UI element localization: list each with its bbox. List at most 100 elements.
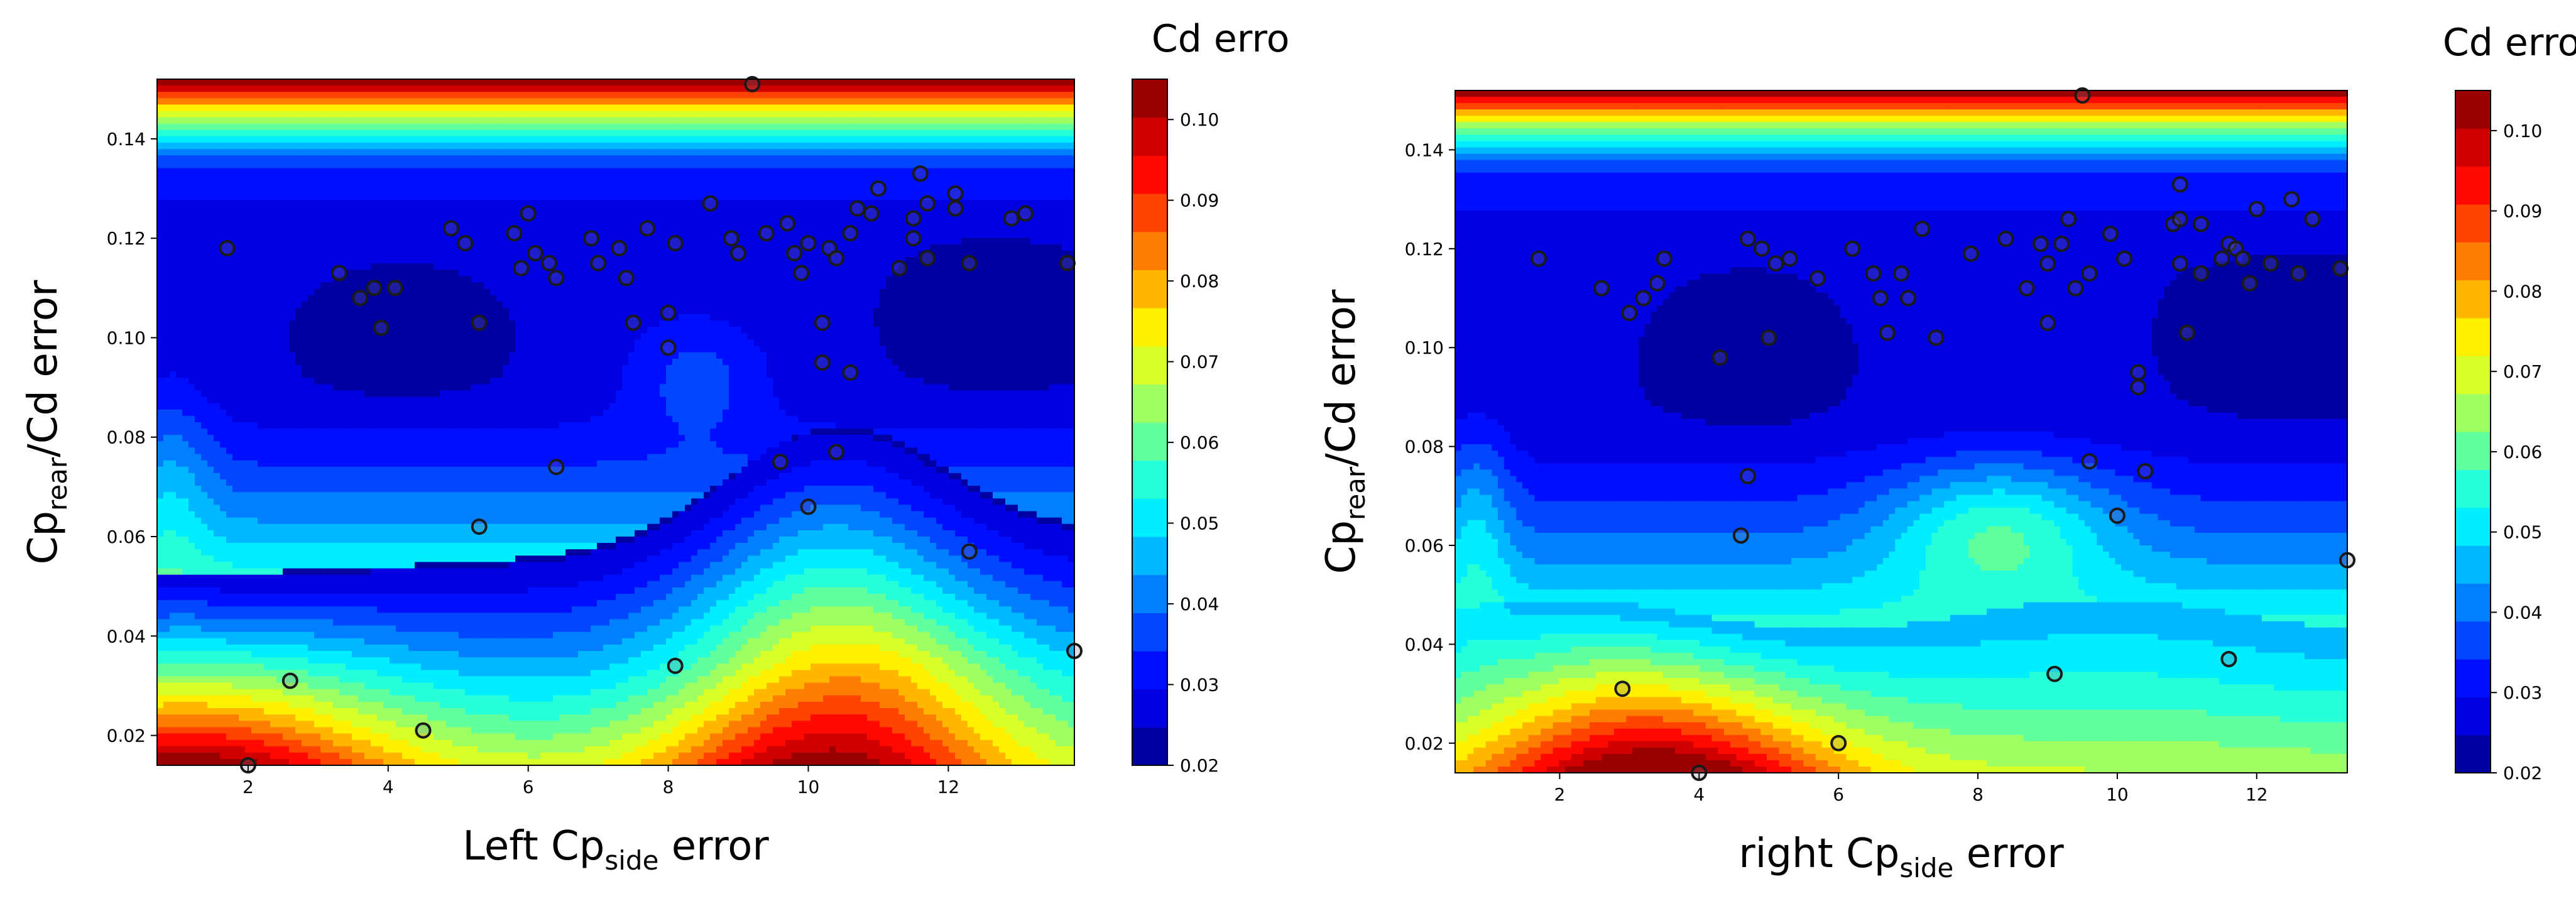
left-contour-cell bbox=[163, 143, 170, 150]
left-contour-cell bbox=[176, 143, 183, 150]
left-contour-cell bbox=[232, 251, 239, 258]
left-contour-cell bbox=[961, 219, 968, 226]
left-contour-cell bbox=[352, 168, 359, 175]
left-contour-cell bbox=[754, 270, 761, 277]
left-contour-cell bbox=[660, 187, 667, 194]
left-contour-cell bbox=[911, 206, 918, 214]
left-contour-cell bbox=[390, 155, 396, 163]
left-contour-cell bbox=[729, 98, 736, 106]
left-contour-cell bbox=[823, 85, 830, 92]
left-contour-cell bbox=[823, 92, 830, 99]
left-contour-cell bbox=[1043, 79, 1050, 86]
left-contour-cell bbox=[565, 194, 572, 200]
left-contour-cell bbox=[207, 263, 214, 271]
left-contour-cell bbox=[283, 282, 290, 290]
left-contour-cell bbox=[364, 143, 371, 150]
left-contour-cell bbox=[1056, 231, 1062, 239]
left-contour-cell bbox=[942, 263, 949, 271]
left-contour-cell bbox=[170, 263, 177, 271]
left-contour-cell bbox=[434, 219, 440, 226]
left-contour-cell bbox=[854, 206, 861, 214]
left-contour-cell bbox=[459, 79, 466, 86]
left-contour-cell bbox=[735, 270, 742, 277]
left-contour-cell bbox=[854, 187, 861, 194]
left-contour-cell bbox=[704, 263, 711, 271]
left-contour-cell bbox=[735, 85, 742, 92]
left-contour-cell bbox=[170, 136, 177, 143]
left-contour-cell bbox=[346, 149, 352, 156]
left-contour-cell bbox=[848, 129, 855, 137]
left-contour-cell bbox=[785, 238, 792, 245]
left-contour-cell bbox=[1018, 79, 1025, 86]
left-contour-cell bbox=[214, 79, 221, 86]
left-contour-cell bbox=[723, 219, 729, 226]
left-contour-cell bbox=[270, 263, 277, 271]
left-contour-cell bbox=[804, 92, 811, 99]
left-contour-cell bbox=[779, 263, 786, 271]
left-contour-cell bbox=[383, 200, 390, 207]
left-contour-cell bbox=[270, 79, 277, 86]
left-contour-cell bbox=[672, 92, 679, 99]
left-contour-cell bbox=[459, 92, 466, 99]
left-contour-cell bbox=[1068, 276, 1074, 283]
left-contour-cell bbox=[748, 231, 755, 239]
left-contour-cell bbox=[660, 161, 667, 169]
left-contour-cell bbox=[723, 206, 729, 214]
left-contour-cell bbox=[333, 111, 340, 118]
left-contour-cell bbox=[804, 282, 811, 290]
left-contour-cell bbox=[1049, 238, 1056, 245]
left-contour-cell bbox=[961, 161, 968, 169]
left-contour-cell bbox=[704, 174, 711, 182]
left-contour-cell bbox=[276, 92, 283, 99]
left-contour-cell bbox=[873, 123, 880, 131]
left-contour-cell bbox=[565, 251, 572, 258]
left-contour-cell bbox=[559, 244, 566, 251]
left-contour-cell bbox=[804, 288, 811, 296]
left-contour-cell bbox=[333, 143, 340, 150]
left-contour-cell bbox=[251, 231, 258, 239]
left-contour-cell bbox=[679, 257, 685, 264]
left-contour-cell bbox=[220, 123, 227, 131]
left-contour-cell bbox=[289, 129, 296, 137]
left-contour-cell bbox=[490, 129, 497, 137]
left-contour-cell bbox=[779, 200, 786, 207]
left-contour-cell bbox=[226, 194, 233, 200]
left-contour-cell bbox=[735, 206, 742, 214]
left-contour-cell bbox=[207, 98, 214, 106]
left-contour-cell bbox=[980, 231, 987, 239]
left-contour-cell bbox=[955, 85, 962, 92]
left-contour-cell bbox=[917, 168, 924, 175]
left-contour-cell bbox=[886, 276, 893, 283]
left-contour-cell bbox=[559, 149, 566, 156]
left-contour-cell bbox=[289, 92, 296, 99]
left-contour-cell bbox=[201, 168, 208, 175]
left-contour-cell bbox=[647, 212, 654, 220]
left-contour-cell bbox=[641, 194, 648, 200]
left-contour-cell bbox=[459, 288, 466, 296]
left-contour-cell bbox=[779, 92, 786, 99]
left-contour-cell bbox=[836, 117, 843, 124]
left-contour-cell bbox=[641, 282, 648, 290]
left-contour-cell bbox=[207, 111, 214, 118]
left-contour-cell bbox=[471, 206, 478, 214]
left-contour-cell bbox=[163, 180, 170, 188]
left-contour-cell bbox=[672, 187, 679, 194]
left-contour-cell bbox=[258, 85, 265, 92]
left-contour-cell bbox=[320, 238, 327, 245]
left-contour-cell bbox=[528, 257, 535, 264]
left-contour-cell bbox=[974, 200, 981, 207]
left-contour-cell bbox=[207, 219, 214, 226]
left-contour-cell bbox=[264, 263, 271, 271]
left-contour-cell bbox=[503, 180, 510, 188]
left-contour-cell bbox=[226, 149, 233, 156]
left-contour-cell bbox=[779, 180, 786, 188]
left-contour-cell bbox=[1018, 263, 1025, 271]
left-contour-cell bbox=[452, 238, 459, 245]
left-contour-cell bbox=[628, 187, 635, 194]
left-contour-cell bbox=[421, 200, 428, 207]
left-contour-cell bbox=[484, 79, 491, 86]
left-contour-cell bbox=[239, 136, 246, 143]
left-contour-cell bbox=[157, 194, 164, 200]
left-contour-cell bbox=[408, 270, 415, 277]
left-contour-cell bbox=[232, 168, 239, 175]
